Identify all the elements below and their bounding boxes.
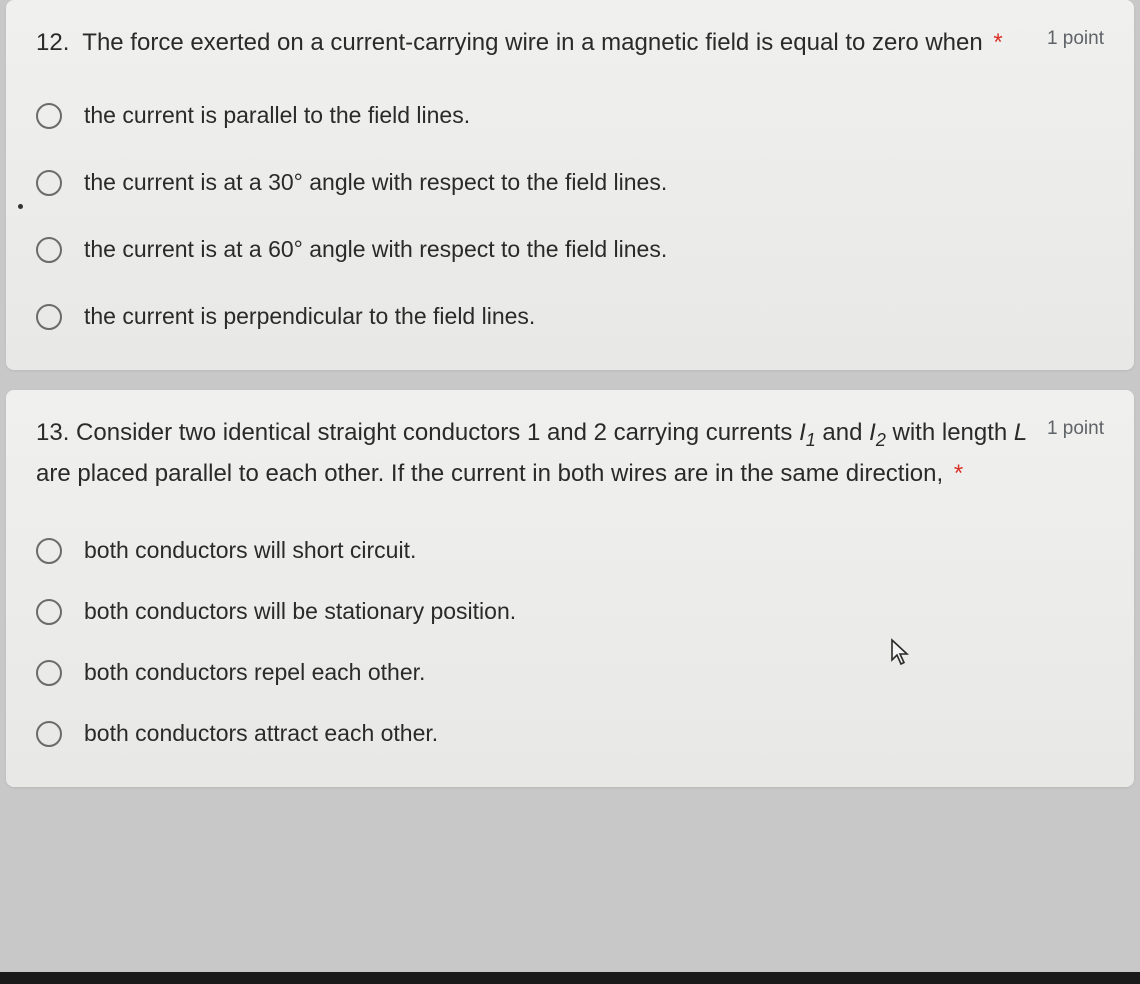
- option-label: both conductors will be stationary posit…: [84, 598, 516, 625]
- radio-icon[interactable]: [36, 660, 62, 686]
- question-card: 12. The force exerted on a current-carry…: [6, 0, 1134, 370]
- option-row[interactable]: both conductors attract each other.: [36, 720, 1104, 747]
- option-row[interactable]: the current is perpendicular to the fiel…: [36, 303, 1104, 330]
- taskbar: [0, 972, 1140, 984]
- question-header: 13. Consider two identical straight cond…: [36, 414, 1104, 493]
- required-mark: *: [954, 460, 963, 487]
- option-label: the current is perpendicular to the fiel…: [84, 303, 535, 330]
- option-row[interactable]: both conductors repel each other.: [36, 659, 1104, 686]
- option-row[interactable]: both conductors will short circuit.: [36, 537, 1104, 564]
- question-header: 12. The force exerted on a current-carry…: [36, 24, 1104, 62]
- question-text: 12. The force exerted on a current-carry…: [36, 24, 1047, 62]
- radio-icon[interactable]: [36, 538, 62, 564]
- option-label: both conductors will short circuit.: [84, 537, 416, 564]
- question-number: 13.: [36, 419, 69, 446]
- points-label: 1 point: [1047, 24, 1104, 50]
- question-text: 13. Consider two identical straight cond…: [36, 414, 1047, 493]
- options-list: the current is parallel to the field lin…: [36, 102, 1104, 330]
- radio-icon[interactable]: [36, 599, 62, 625]
- radio-icon[interactable]: [36, 170, 62, 196]
- option-label: both conductors repel each other.: [84, 659, 425, 686]
- radio-icon[interactable]: [36, 103, 62, 129]
- required-mark: *: [993, 29, 1002, 56]
- option-row[interactable]: the current is at a 30° angle with respe…: [36, 169, 1104, 196]
- option-row[interactable]: both conductors will be stationary posit…: [36, 598, 1104, 625]
- options-list: both conductors will short circuit. both…: [36, 537, 1104, 747]
- question-body: The force exerted on a current-carrying …: [82, 29, 982, 56]
- question-number: 12.: [36, 29, 69, 56]
- option-row[interactable]: the current is at a 60° angle with respe…: [36, 236, 1104, 263]
- radio-icon[interactable]: [36, 304, 62, 330]
- points-label: 1 point: [1047, 414, 1104, 440]
- option-label: the current is parallel to the field lin…: [84, 102, 470, 129]
- radio-icon[interactable]: [36, 721, 62, 747]
- question-card: 13. Consider two identical straight cond…: [6, 390, 1134, 787]
- option-label: the current is at a 30° angle with respe…: [84, 169, 667, 196]
- option-label: the current is at a 60° angle with respe…: [84, 236, 667, 263]
- option-row[interactable]: the current is parallel to the field lin…: [36, 102, 1104, 129]
- artifact-dot: [18, 204, 23, 209]
- question-body: Consider two identical straight conducto…: [36, 419, 1027, 487]
- radio-icon[interactable]: [36, 237, 62, 263]
- option-label: both conductors attract each other.: [84, 720, 438, 747]
